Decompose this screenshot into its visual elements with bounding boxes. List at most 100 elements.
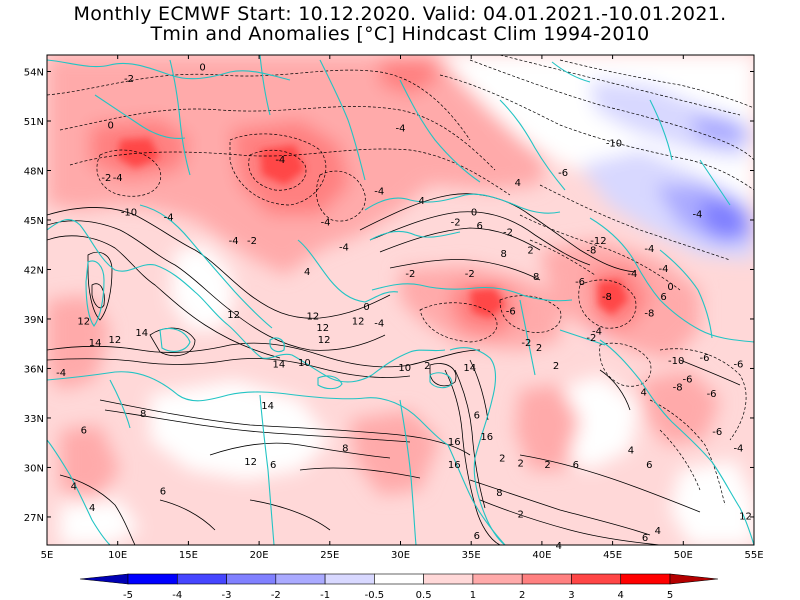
contour-label: 10: [298, 358, 311, 369]
contour-label: 8: [496, 488, 502, 499]
contour-label: -8: [602, 292, 612, 303]
lon-tick-label: 55E: [744, 550, 763, 561]
colorbar-bin: [571, 573, 622, 585]
colorbar-label: -2: [271, 590, 281, 600]
contour-label: -2: [586, 333, 596, 344]
colorbar-low-arrow: [79, 573, 129, 585]
contour-label: 12: [352, 317, 365, 328]
contour-label: -4: [396, 124, 406, 135]
latitude-axis: 54N 51N 48N 45N 42N 39N 36N 33N 30N 27N: [24, 67, 754, 524]
contour-label: 14: [135, 328, 148, 339]
lat-tick-label: 48N: [24, 166, 44, 177]
contour-label: -4: [592, 327, 602, 338]
contour-label: 0: [667, 282, 673, 293]
contour-label: 16: [480, 432, 493, 443]
colorbar-label: 2: [519, 590, 525, 600]
contour-label: -6: [506, 307, 516, 318]
contour-label: 2: [518, 459, 524, 470]
contour-label: 6: [270, 460, 276, 471]
contour-label: 12: [77, 317, 90, 328]
colorbar-label: -0.5: [365, 590, 385, 600]
colorbar-label: -1: [320, 590, 330, 600]
lat-tick-label: 36N: [24, 364, 44, 375]
contour-label: 16: [448, 460, 461, 471]
contour-label: -2: [451, 218, 461, 229]
lon-tick-label: 20E: [250, 550, 269, 561]
contour-label: 6: [474, 531, 480, 542]
contour-label: -8: [673, 383, 683, 394]
colorbar-bin: [620, 573, 671, 585]
contour-label: 8: [140, 409, 146, 420]
lon-tick-label: 45E: [603, 550, 622, 561]
contour-label: 16: [448, 437, 461, 448]
lat-tick-label: 39N: [24, 315, 44, 326]
lon-tick-label: 25E: [320, 550, 339, 561]
contour-label: 4: [515, 178, 521, 189]
contour-label: 6: [646, 460, 652, 471]
contour-label: 4: [89, 503, 95, 514]
contour-label: -4: [733, 444, 743, 455]
contour-label: -4: [229, 236, 239, 247]
contour-label: 0: [471, 208, 477, 219]
contour-label: -2: [124, 74, 134, 85]
contour-label: 10: [398, 363, 411, 374]
colorbar-label: -4: [172, 590, 182, 600]
colorbar-bin: [275, 573, 326, 585]
contour-label: -4: [644, 244, 654, 255]
lat-tick-label: 33N: [24, 414, 44, 425]
contour-label: -4: [339, 242, 349, 253]
lon-tick-label: 50E: [674, 550, 693, 561]
contour-label: 4: [419, 196, 425, 207]
contour-label: 2: [518, 510, 524, 521]
contour-label: 2: [527, 246, 533, 257]
colorbar-bin: [127, 573, 178, 585]
contour-label: 12: [739, 511, 752, 522]
colorbar-bin: [226, 573, 277, 585]
contour-label: 6: [81, 426, 87, 437]
contour-label: 6: [474, 411, 480, 422]
contour-label: -6: [683, 374, 693, 385]
contour-label: 14: [261, 401, 274, 412]
contour-label: -2: [405, 269, 415, 280]
lon-tick-label: 30E: [391, 550, 410, 561]
contour-label: 12: [318, 335, 331, 346]
colorbar-bin: [176, 573, 227, 585]
contour-label: -6: [700, 353, 710, 364]
contour-label: -8: [644, 308, 654, 319]
lat-tick-label: 51N: [24, 117, 44, 128]
contour-label: -10: [668, 356, 684, 367]
contour-label: 12: [109, 335, 122, 346]
colorbar-bin: [521, 573, 572, 585]
contour-label: 12: [227, 310, 240, 321]
contour-label: -12: [590, 236, 606, 247]
contour-label: -2: [521, 338, 531, 349]
lat-tick-label: 42N: [24, 265, 44, 276]
anomaly-shading: [47, 55, 754, 545]
contour-label: -2: [503, 228, 513, 239]
lon-tick-label: 40E: [532, 550, 551, 561]
contour-label: -4: [275, 155, 285, 166]
contour-label: 4: [628, 445, 634, 456]
lon-tick-label: 5E: [41, 550, 54, 561]
coastlines-borders: [47, 55, 754, 545]
lon-tick-label: 15E: [179, 550, 198, 561]
contour-label: 4: [304, 267, 310, 278]
contour-label: -6: [575, 277, 585, 288]
contour-label: 4: [556, 541, 562, 552]
contour-label: -10: [606, 138, 622, 149]
lon-tick-label: 35E: [462, 550, 481, 561]
colorbar-label: 5: [667, 590, 673, 600]
contour-label: -4: [374, 186, 384, 197]
contour-label: -2: [101, 173, 111, 184]
colorbar-bin: [472, 573, 523, 585]
contour-label: -8: [586, 246, 596, 257]
contour-label: 2: [536, 343, 542, 354]
contour-label: -4: [374, 318, 384, 329]
contour-label: 2: [499, 454, 505, 465]
contour-label: -6: [733, 360, 743, 371]
colorbar-bin: [423, 573, 474, 585]
contour-label: 14: [89, 338, 102, 349]
contour-label: 8: [501, 249, 507, 260]
contour-label: -4: [692, 209, 702, 220]
